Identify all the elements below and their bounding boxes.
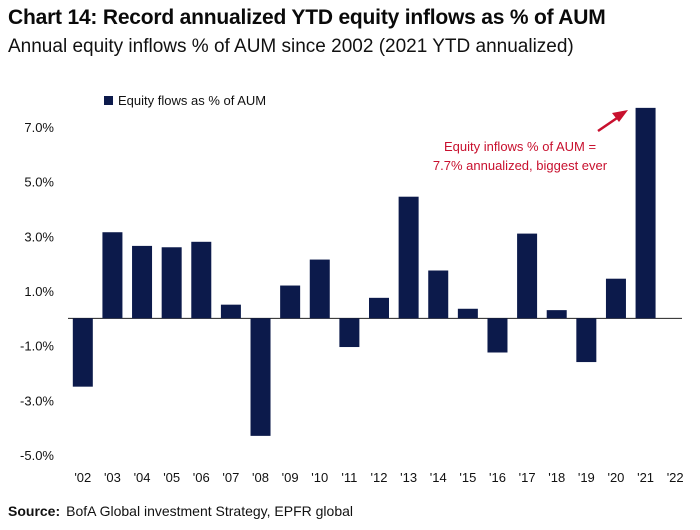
bar bbox=[457, 308, 478, 319]
bar bbox=[132, 245, 153, 319]
annotation-line-2: 7.7% annualized, biggest ever bbox=[433, 158, 608, 173]
x-tick-label: '02 bbox=[74, 470, 91, 485]
x-tick-label: '05 bbox=[163, 470, 180, 485]
bar bbox=[517, 233, 538, 319]
annotation: Equity inflows % of AUM = 7.7% annualize… bbox=[433, 110, 628, 173]
x-tick-label: '14 bbox=[430, 470, 447, 485]
legend-label: Equity flows as % of AUM bbox=[118, 93, 266, 108]
bar bbox=[487, 318, 508, 353]
bar bbox=[309, 259, 330, 319]
bar bbox=[635, 107, 656, 319]
bar bbox=[398, 196, 419, 319]
x-tick-label: '16 bbox=[489, 470, 506, 485]
bar bbox=[280, 285, 301, 319]
bars bbox=[72, 107, 656, 436]
bar bbox=[605, 278, 626, 319]
y-tick-label: -3.0% bbox=[20, 393, 54, 408]
x-tick-label: '17 bbox=[519, 470, 536, 485]
x-tick-label: '08 bbox=[252, 470, 269, 485]
x-tick-label: '06 bbox=[193, 470, 210, 485]
x-tick-label: '04 bbox=[134, 470, 151, 485]
source-note: Source: BofA Global investment Strategy, … bbox=[8, 503, 353, 519]
y-tick-label: -5.0% bbox=[20, 448, 54, 463]
x-tick-label: '18 bbox=[548, 470, 565, 485]
x-tick-label: '15 bbox=[459, 470, 476, 485]
bar bbox=[102, 232, 123, 319]
x-tick-label: '10 bbox=[311, 470, 328, 485]
source-text: BofA Global investment Strategy, EPFR gl… bbox=[66, 503, 354, 519]
bar bbox=[546, 310, 567, 319]
x-tick-label: '19 bbox=[578, 470, 595, 485]
x-tick-label: '11 bbox=[341, 470, 357, 485]
y-tick-label: 1.0% bbox=[24, 284, 54, 299]
bar bbox=[428, 270, 449, 319]
bar bbox=[339, 318, 360, 348]
legend: Equity flows as % of AUM bbox=[104, 93, 266, 108]
x-axis: '02 '03 '04 '05 '06 '07 '08 '09 '10 '11 '12 '13 '14 '… bbox=[74, 470, 683, 485]
bar bbox=[369, 297, 389, 319]
y-tick-label: 3.0% bbox=[24, 229, 54, 244]
chart-title: Chart 14: Record annualized YTD equity i… bbox=[8, 6, 606, 29]
x-tick-label: '21 bbox=[637, 470, 654, 485]
chart-subtitle: Annual equity inflows % of AUM since 200… bbox=[8, 36, 574, 57]
x-tick-label: '22 bbox=[667, 470, 684, 485]
x-tick-label: '13 bbox=[400, 470, 417, 485]
bar bbox=[161, 247, 182, 319]
bar bbox=[72, 318, 93, 387]
source-label: Source: bbox=[8, 503, 61, 519]
bar bbox=[576, 318, 597, 363]
bar bbox=[191, 241, 212, 319]
x-tick-label: '12 bbox=[371, 470, 388, 485]
bar bbox=[220, 304, 241, 319]
annotation-line-1: Equity inflows % of AUM = bbox=[444, 139, 596, 154]
annotation-arrow-head bbox=[612, 110, 628, 122]
x-tick-label: '07 bbox=[222, 470, 239, 485]
bar bbox=[250, 318, 271, 436]
y-tick-label: 5.0% bbox=[24, 175, 54, 190]
y-tick-label: -1.0% bbox=[20, 339, 54, 354]
y-tick-label: 7.0% bbox=[24, 120, 54, 135]
legend-swatch bbox=[104, 96, 113, 105]
x-tick-label: '20 bbox=[607, 470, 624, 485]
y-axis: -5.0% -3.0% -1.0% 1.0% 3.0% 5.0% 7.0% bbox=[20, 120, 54, 463]
x-tick-label: '09 bbox=[282, 470, 299, 485]
x-tick-label: '03 bbox=[104, 470, 121, 485]
